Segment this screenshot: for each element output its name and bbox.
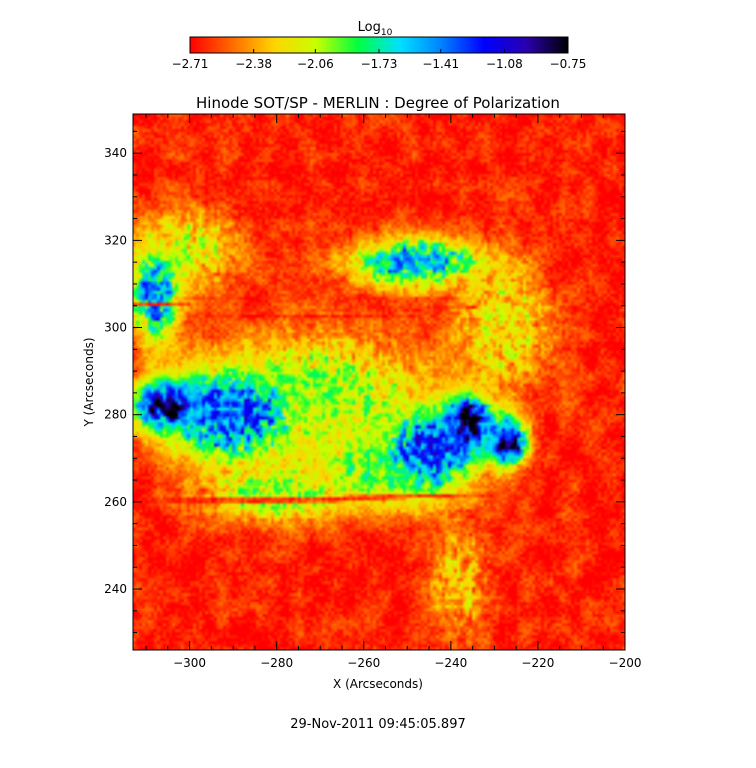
x-tick-label: −260	[347, 656, 380, 670]
y-tick-label: 340	[104, 146, 127, 160]
colorbar-label: Log10	[358, 20, 393, 38]
heatmap	[133, 114, 625, 650]
colorbar-tick-label: −2.06	[297, 57, 334, 71]
y-tick-label: 260	[104, 495, 127, 509]
colorbar-tick-label: −1.08	[486, 57, 523, 71]
y-tick-label: 320	[104, 233, 127, 247]
y-axis-label: Y (Arcseconds)	[82, 337, 96, 427]
x-tick-label: −280	[260, 656, 293, 670]
x-tick-label: −240	[434, 656, 467, 670]
heatmap-image	[133, 114, 625, 650]
x-tick-label: −300	[173, 656, 206, 670]
colorbar-ticks: −2.71 −2.38 −2.06 −1.73 −1.41 −1.08 −0.75	[172, 49, 587, 71]
y-tick-label: 300	[104, 321, 127, 335]
y-axis: 240 260 280 300 320 340	[104, 130, 625, 634]
chart-title: Hinode SOT/SP - MERLIN : Degree of Polar…	[196, 94, 560, 112]
colorbar-tick-label: −0.75	[550, 57, 587, 71]
plot-frame	[132, 113, 626, 651]
y-tick-label: 240	[104, 582, 127, 596]
colorbar-tick-label: −2.71	[172, 57, 209, 71]
x-axis-label: X (Arcseconds)	[333, 677, 423, 691]
y-tick-label: 280	[104, 408, 127, 422]
colorbar-tick-label: −2.38	[235, 57, 272, 71]
x-axis: −300 −280 −260 −240 −220 −200	[145, 114, 642, 670]
x-tick-label: −200	[609, 656, 642, 670]
colorbar-tick-label: −1.41	[422, 57, 459, 71]
colorbar-tick-label: −1.73	[361, 57, 398, 71]
colorbar: Log10 −2.71 −2.38 −2.06 −1.73 −1.41 −1.08 −0.7…	[172, 20, 587, 71]
x-tick-label: −220	[521, 656, 554, 670]
timestamp: 29-Nov-2011 09:45:05.897	[290, 717, 466, 732]
